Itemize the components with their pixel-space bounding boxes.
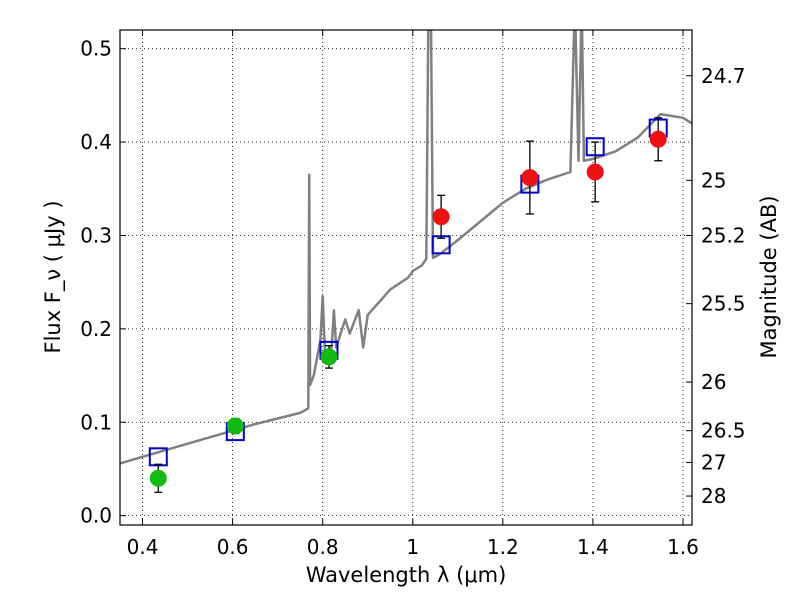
- photometry-point: [226, 417, 244, 435]
- plot-frame: [119, 29, 693, 526]
- x-tick-label: 0.6: [217, 535, 249, 559]
- photometry-point: [521, 169, 539, 187]
- y-tick-label: 0.5: [80, 37, 112, 61]
- x-tick-label: 1.6: [667, 535, 699, 559]
- right-tick-label: 26: [701, 370, 726, 394]
- model-sed-line: [120, 30, 692, 465]
- right-tick-label: 25.2: [701, 223, 746, 247]
- y-tick-label: 0.0: [80, 504, 112, 528]
- y-axis-title: Flux F_ν ( μJy ): [41, 200, 66, 353]
- x-tick-label: 0.8: [307, 535, 339, 559]
- right-tick-label: 27: [701, 450, 726, 474]
- x-axis-title: Wavelength λ (μm): [306, 563, 507, 587]
- right-axis-title: Magnitude (AB): [757, 195, 781, 358]
- x-tick-label: 0.4: [127, 535, 159, 559]
- right-tick-label: 26.5: [701, 419, 746, 443]
- photometry-point: [586, 163, 604, 181]
- photometry-point: [432, 208, 450, 226]
- right-tick-label: 25.5: [701, 292, 746, 316]
- plot-background: [120, 30, 692, 525]
- x-tick-label: 1.4: [577, 535, 609, 559]
- photometry-point: [149, 469, 167, 487]
- photometry-point: [649, 130, 667, 148]
- y-tick-label: 0.2: [80, 317, 112, 341]
- y-tick-label: 0.1: [80, 410, 112, 434]
- y-tick-label: 0.4: [80, 130, 112, 154]
- photometry-point: [320, 348, 338, 366]
- y-tick-label: 0.3: [80, 223, 112, 247]
- right-tick-label: 28: [701, 484, 726, 508]
- right-tick-label: 25: [701, 168, 726, 192]
- plot-marks: [120, 30, 692, 493]
- x-tick-label: 1.2: [487, 535, 519, 559]
- right-tick-label: 24.7: [701, 64, 746, 88]
- x-tick-label: 1: [406, 535, 419, 559]
- axis-ticks: 0.4 0.6 0.8 1 1.2 1.4 1.6 0.0 0.1 0.2 0.3 0.4 0.5 24.…: [80, 30, 746, 559]
